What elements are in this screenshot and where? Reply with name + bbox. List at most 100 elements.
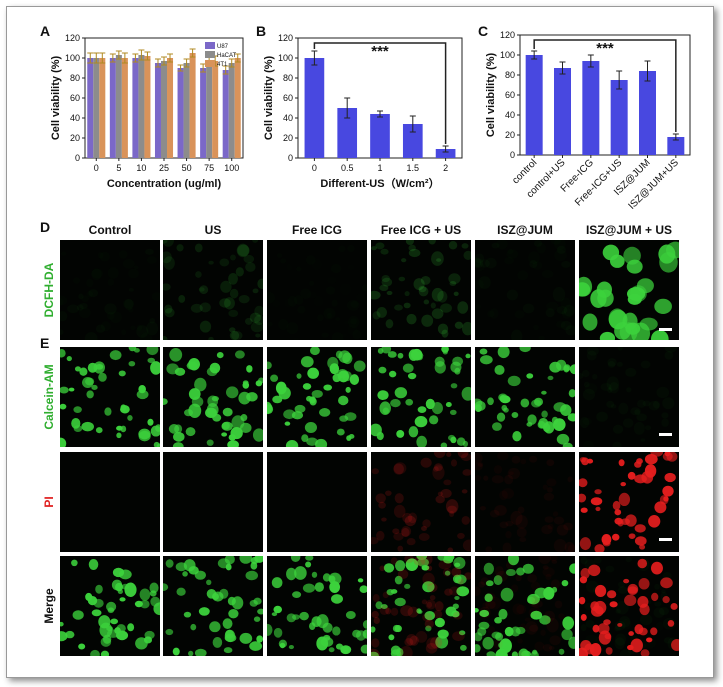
cell [431, 287, 444, 302]
cell [349, 374, 360, 385]
cell [308, 622, 316, 630]
cell [505, 530, 512, 539]
cell [352, 330, 361, 340]
cell [567, 476, 573, 483]
micrograph [371, 240, 471, 340]
cell [371, 468, 380, 475]
cell [530, 610, 543, 620]
cell [640, 438, 645, 442]
micrograph [163, 556, 263, 656]
cell [664, 350, 674, 360]
cell [165, 559, 174, 568]
cell [644, 454, 658, 465]
cell [639, 317, 658, 331]
cell [401, 527, 410, 537]
y-tick-label: 80 [505, 70, 515, 80]
cell [478, 276, 490, 289]
cell [607, 358, 617, 367]
micrograph [371, 452, 471, 552]
cell [246, 365, 253, 373]
cell [408, 426, 419, 438]
cell [656, 387, 669, 398]
x-tick-label: 100 [224, 163, 239, 173]
cell [307, 291, 317, 299]
cell [150, 361, 160, 375]
micrograph-bg [475, 240, 575, 340]
cell [404, 515, 416, 527]
cell [206, 439, 214, 446]
cell [520, 398, 530, 408]
y-tick-label: 20 [70, 133, 80, 143]
cell [503, 407, 509, 413]
cell [494, 365, 505, 375]
cell [408, 244, 416, 252]
row-label: Calcein-AM [42, 364, 56, 429]
cell [580, 507, 588, 513]
error-bar [177, 64, 184, 72]
cell [461, 489, 468, 494]
cell [645, 425, 651, 430]
panel-label: C [478, 23, 488, 39]
cell [449, 510, 455, 517]
cell [620, 482, 627, 487]
cell [444, 570, 451, 576]
cell [91, 384, 98, 390]
cell [516, 527, 527, 538]
cell [386, 290, 393, 296]
cell [549, 635, 561, 646]
cell [347, 265, 354, 271]
cell [174, 367, 186, 376]
cell [237, 244, 250, 257]
cell [371, 537, 379, 545]
cell [96, 325, 105, 333]
cell [568, 636, 575, 649]
cell [199, 320, 212, 333]
cell [553, 538, 567, 552]
micrograph-bg [163, 452, 263, 552]
cell [534, 240, 542, 247]
cell [515, 574, 522, 582]
cell [510, 510, 523, 526]
bar [121, 58, 128, 158]
bar [109, 58, 116, 158]
micrograph [579, 556, 679, 656]
cell [583, 441, 594, 452]
cell [86, 390, 94, 399]
cell [252, 240, 259, 243]
cell [497, 347, 510, 359]
cell [615, 608, 621, 614]
cell [511, 411, 519, 419]
x-tick-label: 2 [443, 163, 448, 173]
cell [60, 631, 68, 642]
cell [554, 600, 563, 609]
cell [527, 593, 540, 605]
cell [522, 563, 534, 574]
cell [590, 497, 603, 506]
cell [278, 639, 288, 648]
cell [541, 524, 553, 535]
cell [546, 478, 557, 487]
cell [347, 300, 360, 311]
cell [317, 314, 323, 321]
cell [404, 291, 410, 297]
cell [85, 332, 98, 345]
cell [544, 516, 554, 523]
cell [415, 630, 428, 643]
cell [416, 435, 428, 447]
cell [393, 532, 404, 541]
micrograph-bg [267, 556, 367, 656]
cell [390, 607, 399, 616]
cell [182, 571, 188, 577]
cell [567, 544, 575, 552]
micrograph [163, 347, 263, 447]
cell [518, 648, 529, 656]
error-bar [144, 51, 151, 61]
cell [663, 496, 669, 502]
cell [641, 361, 651, 369]
cell [548, 646, 555, 651]
cell [139, 588, 151, 601]
cell [623, 418, 634, 428]
error-bar [442, 145, 449, 153]
cell [615, 633, 626, 645]
cell [398, 276, 406, 282]
